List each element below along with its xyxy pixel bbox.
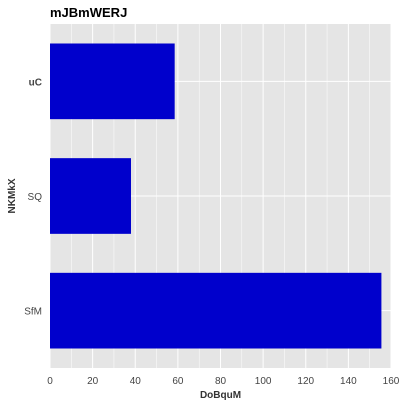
bar-uc (50, 43, 175, 120)
x-tick-label: 20 (87, 376, 99, 387)
bars (50, 43, 382, 349)
y-axis-label: NKMkX (7, 178, 18, 213)
y-tick-labels: uC SQ SfM (24, 77, 42, 317)
x-tick-label: 120 (297, 376, 314, 387)
bar-sq (50, 158, 131, 234)
chart-title: mJBmWERJ (50, 5, 127, 20)
y-tick-label-sq: SQ (28, 192, 43, 203)
x-tick-label: 100 (255, 376, 272, 387)
x-tick-label: 160 (383, 376, 400, 387)
y-tick-label-sfm: SfM (24, 307, 42, 318)
x-axis-label: DoBquM (200, 390, 241, 401)
x-tick-label: 0 (47, 376, 53, 387)
x-tick-label: 40 (130, 376, 142, 387)
x-tick-labels: 0 20 40 60 80 100 120 140 160 (47, 376, 400, 387)
x-tick-label: 140 (340, 376, 357, 387)
x-tick-label: 60 (172, 376, 184, 387)
y-tick-label-uc: uC (29, 77, 42, 88)
x-tick-label: 80 (215, 376, 227, 387)
bar-sfm (50, 272, 382, 349)
